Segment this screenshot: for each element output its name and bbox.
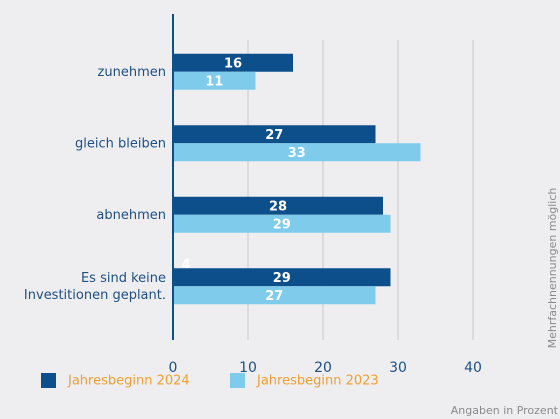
value-label: 27 [265,289,283,304]
value-label: 11 [205,74,223,89]
category-label: Es sind keine Investitionen geplant. [24,270,166,302]
x-tick-label: 0 [169,360,178,376]
x-tick-label: 30 [389,360,407,376]
category-label: gleich bleiben [75,136,166,151]
category-label: zunehmen [98,64,166,79]
legend-swatch [41,373,56,388]
value-label: 16 [224,56,242,71]
legend-label: Jahresbeginn 2023 [256,374,379,389]
legend-swatch [230,373,245,388]
unit-note: Angaben in Prozent [451,404,559,417]
value-label: 27 [265,128,283,143]
x-tick-label: 10 [239,360,257,376]
annotation: 4 [181,258,190,273]
bar [173,286,376,305]
value-label: 29 [273,217,291,232]
value-label: 29 [273,271,291,286]
bar [173,71,256,90]
category-label: abnehmen [96,207,166,222]
legend-label: Jahresbeginn 2024 [67,374,190,389]
bar [173,53,293,72]
bar [173,214,391,233]
x-tick-label: 40 [464,360,482,376]
bar [173,143,421,162]
value-label: 33 [288,146,306,161]
value-label: 28 [269,199,287,214]
side-note: Mehrfachnennungen möglich [546,188,559,349]
bar [173,268,391,287]
x-tick-label: 20 [314,360,332,376]
bar [173,125,376,144]
bar [173,196,383,215]
